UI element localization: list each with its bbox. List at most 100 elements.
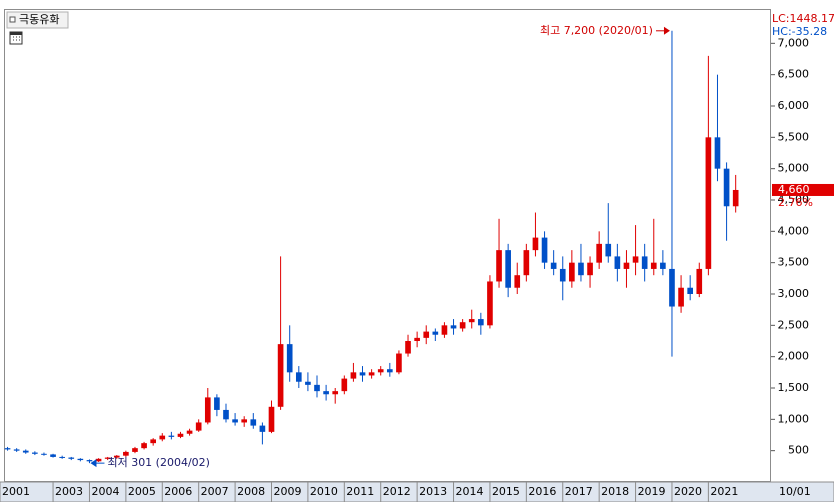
- calendar-icon[interactable]: [9, 31, 23, 45]
- change-label: 2.76%: [778, 196, 813, 209]
- x-tick-label: 2006: [164, 485, 192, 498]
- candle-body: [168, 435, 175, 437]
- candle-body: [305, 381, 311, 385]
- title-bullet: [9, 16, 16, 23]
- candle-body: [441, 325, 448, 335]
- candle-body: [641, 256, 648, 269]
- candle-body: [468, 319, 475, 323]
- y-tick-label: 2,000: [778, 350, 810, 363]
- candle-body: [614, 256, 621, 269]
- x-tick-label: 2021: [710, 485, 738, 498]
- candle-body: [414, 337, 420, 341]
- candle-body: [250, 419, 257, 426]
- y-tick-label: 2,500: [778, 318, 810, 331]
- y-tick-label: 1,000: [778, 412, 810, 425]
- candle-body: [113, 455, 120, 458]
- current-price-box: [772, 183, 834, 196]
- title-box[interactable]: [6, 11, 69, 29]
- low-arrow-head: [90, 459, 97, 468]
- candle-body: [232, 419, 238, 423]
- x-tick-label: 2018: [601, 485, 629, 498]
- x-tick-label: 2012: [383, 485, 411, 498]
- x-tick-label: 2020: [674, 485, 702, 498]
- candle-body: [423, 331, 430, 338]
- y-tick-label: 3,000: [778, 287, 810, 300]
- candle-body: [523, 250, 530, 276]
- candle-body: [569, 262, 575, 282]
- candle-body: [432, 331, 439, 335]
- candle-body: [22, 450, 29, 453]
- candle-body: [150, 439, 156, 444]
- candle-body: [223, 409, 229, 420]
- candle-body: [487, 281, 493, 326]
- candle-body: [678, 287, 684, 307]
- candle-body: [132, 448, 138, 452]
- candle-body: [650, 262, 657, 269]
- x-tick-label: 2014: [456, 485, 484, 498]
- hc-label: HC:-35.28: [772, 25, 827, 38]
- candle-body: [478, 319, 484, 326]
- candle-body: [204, 397, 211, 423]
- candle-body: [377, 369, 384, 373]
- candle-body: [50, 454, 56, 457]
- x-tick-label: 2016: [528, 485, 556, 498]
- candle-body: [141, 443, 147, 449]
- candle-body: [123, 451, 129, 456]
- y-tick-label: 7,000: [778, 36, 810, 49]
- candle-body: [323, 391, 329, 395]
- candle-body: [605, 243, 612, 257]
- y-tick-label: 4,000: [778, 224, 810, 237]
- candle-body: [450, 325, 457, 329]
- candle-body: [669, 268, 675, 307]
- x-tick-label: 2011: [346, 485, 374, 498]
- candle-body: [396, 353, 402, 373]
- x-tick-label: 2017: [565, 485, 593, 498]
- candle-body: [532, 237, 539, 251]
- y-tick-label: 1,500: [778, 381, 810, 394]
- candle-body: [214, 397, 220, 410]
- candle-body: [514, 275, 521, 288]
- date-label: 10/01: [779, 485, 811, 498]
- candle-body: [259, 425, 266, 432]
- candle-body: [541, 237, 548, 263]
- candle-body: [195, 422, 202, 431]
- candle-body: [696, 268, 703, 294]
- x-tick-label: 2015: [492, 485, 520, 498]
- candle-body: [59, 456, 65, 458]
- candle-body: [95, 458, 102, 462]
- x-start-label: 2001: [2, 485, 30, 498]
- candle-body: [186, 430, 193, 434]
- candle-body: [159, 435, 166, 440]
- candle-body: [550, 262, 557, 269]
- candle-body: [177, 433, 184, 437]
- candle-body: [359, 372, 366, 376]
- x-tick-label: 2013: [419, 485, 447, 498]
- high-arrow-head: [663, 26, 670, 35]
- x-tick-label: 2009: [273, 485, 301, 498]
- y-tick-label: 6,000: [778, 99, 810, 112]
- candle-body: [295, 372, 302, 382]
- candle-body: [341, 378, 348, 392]
- candle-body: [13, 449, 20, 451]
- candle-body: [86, 460, 93, 462]
- low-annotation: 최저 301 (2004/02): [107, 456, 210, 469]
- candle-body: [559, 268, 566, 282]
- candle-body: [732, 189, 739, 207]
- candle-body: [368, 372, 375, 376]
- candle-body: [41, 453, 47, 455]
- y-tick-label: 5,000: [778, 162, 810, 175]
- candle-body: [496, 250, 502, 282]
- x-tick-label: 2003: [55, 485, 83, 498]
- y-tick-label: 6,500: [778, 68, 810, 81]
- x-tick-label: 2008: [237, 485, 265, 498]
- y-tick-label: 5,500: [778, 130, 810, 143]
- candle-body: [723, 168, 730, 207]
- candle-body: [286, 344, 293, 373]
- x-tick-label: 2010: [310, 485, 338, 498]
- candle-body: [660, 262, 666, 269]
- calendar-header: [10, 32, 22, 35]
- candle-body: [459, 322, 466, 329]
- candle-body: [241, 419, 248, 423]
